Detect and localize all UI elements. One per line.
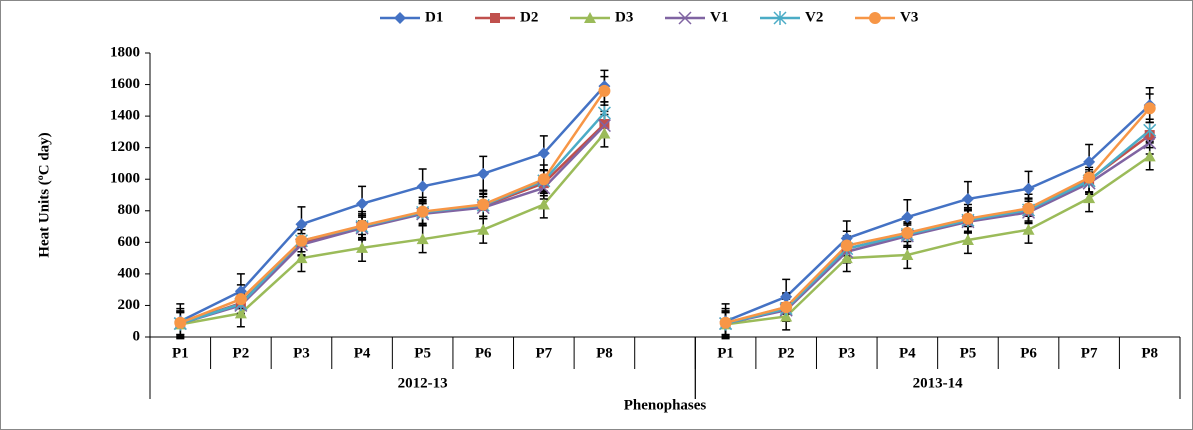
x-tick-label: P4 — [899, 345, 916, 361]
x-tick-label: P7 — [1081, 345, 1098, 361]
marker — [1022, 202, 1035, 215]
y-tick-label: 800 — [118, 202, 141, 218]
y-tick-label: 200 — [118, 297, 141, 313]
marker — [537, 198, 550, 210]
marker — [356, 241, 369, 253]
marker — [295, 218, 308, 231]
x-tick-label: P5 — [414, 345, 431, 361]
group-label: 2012-13 — [398, 375, 448, 391]
marker — [356, 197, 369, 210]
marker — [1083, 192, 1096, 204]
y-tick-label: 600 — [118, 234, 141, 250]
marker — [597, 105, 611, 120]
y-tick-label: 1200 — [110, 139, 140, 155]
marker — [598, 84, 611, 97]
marker — [1143, 136, 1157, 150]
marker — [477, 198, 490, 211]
marker — [840, 252, 853, 264]
x-tick-label: P7 — [535, 345, 552, 361]
x-axis-title: Phenophases — [624, 397, 707, 413]
legend-label: V1 — [710, 9, 728, 25]
series-line — [179, 85, 1151, 323]
legend-label: D1 — [425, 9, 443, 25]
x-tick-label: P3 — [838, 345, 855, 361]
marker — [1143, 150, 1156, 162]
legend-label: V2 — [805, 9, 823, 25]
marker — [477, 223, 490, 235]
y-tick-label: 1400 — [110, 108, 140, 124]
x-tick-label: P4 — [354, 345, 371, 361]
marker — [1143, 123, 1157, 138]
marker — [490, 13, 500, 23]
x-tick-label: P2 — [778, 345, 795, 361]
marker — [295, 252, 308, 264]
marker — [678, 11, 692, 25]
marker — [719, 316, 732, 329]
x-tick-label: P3 — [293, 345, 310, 361]
marker — [597, 119, 611, 133]
series-line — [180, 132, 1151, 326]
x-tick-label: P8 — [596, 345, 613, 361]
marker — [961, 212, 974, 225]
x-tick-label: P5 — [960, 345, 977, 361]
y-tick-label: 1600 — [110, 76, 140, 92]
marker — [901, 248, 914, 260]
marker — [584, 12, 596, 23]
marker — [416, 233, 429, 245]
x-tick-label: P2 — [233, 345, 250, 361]
y-tick-label: 1000 — [110, 171, 140, 187]
y-tick-label: 0 — [133, 328, 141, 344]
y-tick-label: 1800 — [110, 44, 140, 60]
y-tick-label: 400 — [118, 265, 141, 281]
marker — [599, 119, 610, 129]
series-line — [179, 90, 1151, 325]
marker — [1022, 182, 1035, 195]
legend-label: D2 — [520, 9, 538, 25]
legend-label: V3 — [900, 9, 918, 25]
marker — [780, 310, 793, 322]
marker — [394, 12, 406, 24]
marker — [477, 167, 490, 180]
marker — [869, 12, 881, 24]
marker — [174, 316, 187, 329]
marker — [416, 180, 429, 193]
marker — [780, 301, 793, 314]
series-line — [179, 124, 1151, 325]
x-tick-label: P1 — [172, 345, 189, 361]
marker — [901, 211, 914, 224]
x-tick-label: P6 — [1020, 345, 1037, 361]
marker — [961, 192, 974, 205]
marker — [416, 205, 429, 218]
x-tick-label: P6 — [475, 345, 492, 361]
group-label: 2013-14 — [913, 375, 963, 391]
marker — [598, 127, 611, 139]
x-tick-label: P8 — [1141, 345, 1158, 361]
marker — [840, 239, 853, 252]
marker — [961, 233, 974, 245]
marker — [1143, 102, 1156, 115]
marker — [901, 226, 914, 239]
marker — [295, 234, 308, 247]
marker — [537, 173, 550, 186]
marker — [1083, 171, 1096, 184]
marker — [537, 147, 550, 160]
y-axis-title: Heat Units (ºC day) — [36, 132, 52, 257]
marker — [780, 290, 793, 303]
marker — [773, 11, 787, 25]
marker — [1083, 155, 1096, 168]
x-tick-label: P1 — [717, 345, 734, 361]
marker — [356, 219, 369, 232]
legend-label: D3 — [615, 9, 633, 25]
marker — [234, 307, 247, 319]
marker — [234, 293, 247, 306]
marker — [1022, 223, 1035, 235]
